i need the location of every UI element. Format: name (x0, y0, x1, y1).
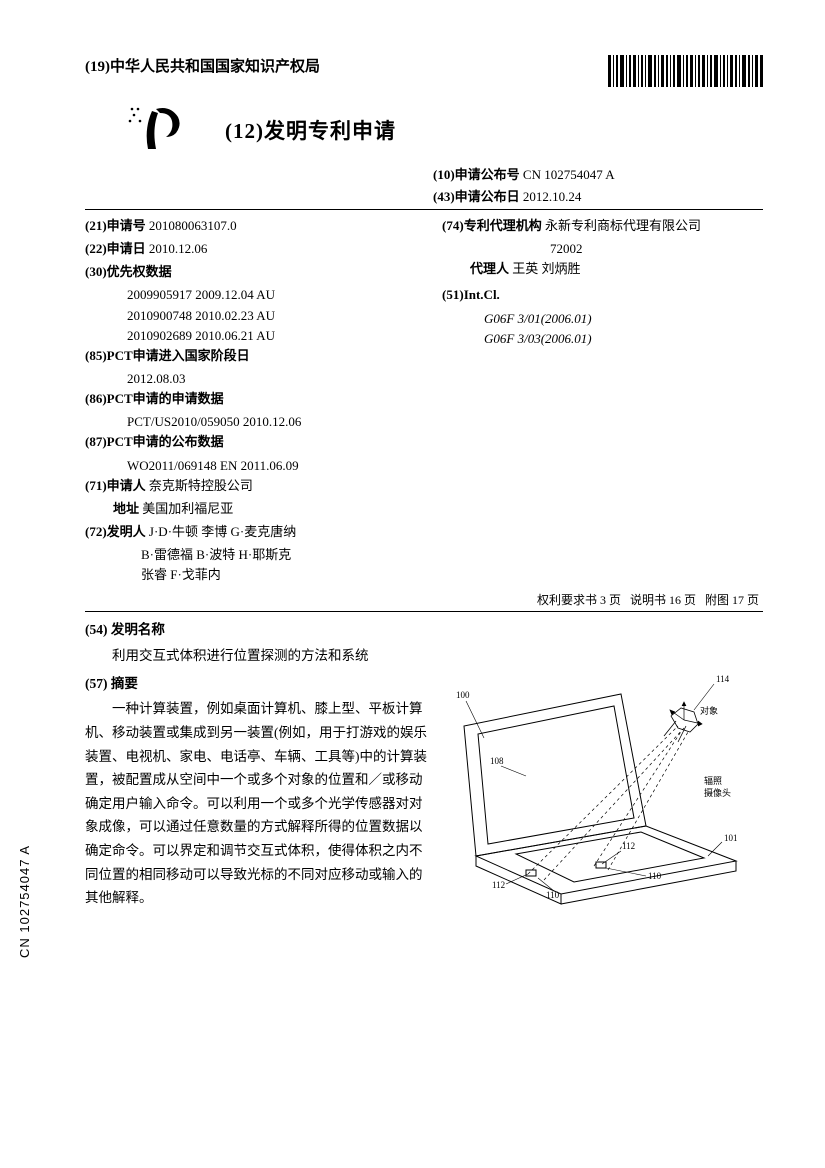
fig-ref-110a: 110 (648, 871, 662, 881)
agency-label: (74)专利代理机构 (442, 218, 542, 233)
invention-title-label: (54) 发明名称 (85, 618, 428, 642)
priority-2: 2010900748 2010.02.23 AU (85, 306, 422, 326)
cnipa-logo (120, 99, 190, 161)
pub-date: 2012.10.24 (523, 189, 582, 204)
fig-ref-100: 100 (456, 690, 470, 700)
pct-pub-label: (87)PCT申请的公布数据 (85, 434, 224, 449)
priority-3: 2010902689 2010.06.21 AU (85, 326, 422, 346)
biblio-left-column: (21)申请号 201080063107.0 (22)申请日 2010.12.0… (85, 216, 422, 585)
agent-label: 代理人 (470, 261, 509, 276)
divider-top (85, 209, 763, 210)
fig-ref-101: 101 (724, 833, 738, 843)
fig-pages: 附图 17 页 (705, 593, 759, 607)
abstract-text-column: (54) 发明名称 利用交互式体积进行位置探测的方法和系统 (57) 摘要 一种… (85, 618, 428, 910)
page-counts: 权利要求书 3 页 说明书 16 页 附图 17 页 (85, 591, 763, 608)
fig-ref-114: 114 (716, 674, 730, 684)
applicant: 奈克斯特控股公司 (149, 478, 253, 493)
biblio-right-column: (74)专利代理机构 永新专利商标代理有限公司 72002 代理人 王英 刘炳胜… (442, 216, 763, 585)
priority-1: 2009905917 2009.12.04 AU (85, 285, 422, 305)
pub-no-label: (10)申请公布号 (433, 167, 520, 182)
publication-info: (10)申请公布号 CN 102754047 A (43)申请公布日 2012.… (433, 165, 763, 206)
app-date-label: (22)申请日 (85, 241, 146, 256)
pct-app: PCT/US2010/059050 2010.12.06 (85, 412, 422, 432)
desc-pages: 说明书 16 页 (630, 593, 696, 607)
abstract-body: 一种计算装置，例如桌面计算机、膝上型、平板计算机、移动装置或集成到另一装置(例如… (85, 697, 428, 910)
app-no: 201080063107.0 (149, 218, 237, 233)
applicant-label: (71)申请人 (85, 478, 146, 493)
inventors-2: B·雷德福 B·波特 H·耶斯克 (85, 545, 422, 565)
barcode (608, 55, 763, 91)
intcl-1: G06F 3/01(2006.01) (442, 309, 763, 329)
fig-ref-radiate: 辐照 (704, 775, 722, 786)
fig-ref-108: 108 (490, 756, 504, 766)
title-row: (12)发明专利申请 (120, 99, 763, 161)
pct-app-label: (86)PCT申请的申请数据 (85, 391, 224, 406)
agency-code: 72002 (442, 239, 763, 259)
divider-mid (85, 611, 763, 612)
pct-pub: WO2011/069148 EN 2011.06.09 (85, 456, 422, 476)
addr-label: 地址 (113, 501, 139, 516)
fig-ref-110b: 110 (546, 890, 560, 900)
intcl-2: G06F 3/03(2006.01) (442, 329, 763, 349)
pct-entry: 2012.08.03 (85, 369, 422, 389)
fig-ref-112b: 112 (492, 880, 505, 890)
bibliographic-data: (21)申请号 201080063107.0 (22)申请日 2010.12.0… (85, 216, 763, 585)
inventors-3: 张睿 F·戈菲内 (85, 565, 422, 585)
fig-ref-112a: 112 (622, 841, 635, 851)
intcl-label: (51)Int.Cl. (442, 287, 500, 302)
fig-ref-camera: 摄像头 (704, 787, 731, 798)
app-no-label: (21)申请号 (85, 218, 146, 233)
invention-title: 利用交互式体积进行位置探测的方法和系统 (85, 644, 428, 668)
inventors-1: J·D·牛顿 李博 G·麦克唐纳 (149, 524, 296, 539)
agents: 王英 刘炳胜 (512, 261, 580, 276)
header-row: (19)中华人民共和国国家知识产权局 (85, 55, 763, 91)
abstract-label: (57) 摘要 (85, 672, 428, 696)
document-type: (12)发明专利申请 (225, 115, 396, 145)
vertical-publication-number: CN 102754047 A (17, 845, 32, 958)
agency: 永新专利商标代理有限公司 (545, 218, 701, 233)
abstract-figure: 100 108 114 对象 辐照 摄像头 101 112 110 112 11… (446, 618, 763, 910)
claims-pages: 权利要求书 3 页 (537, 593, 621, 607)
authority-name: (19)中华人民共和国国家知识产权局 (85, 55, 320, 76)
pct-entry-label: (85)PCT申请进入国家阶段日 (85, 348, 250, 363)
pub-no: CN 102754047 A (523, 167, 615, 182)
abstract-section: (54) 发明名称 利用交互式体积进行位置探测的方法和系统 (57) 摘要 一种… (85, 618, 763, 910)
fig-ref-obj: 对象 (700, 705, 718, 716)
app-date: 2010.12.06 (149, 241, 208, 256)
addr: 美国加利福尼亚 (142, 501, 233, 516)
pub-date-label: (43)申请公布日 (433, 189, 520, 204)
priority-label: (30)优先权数据 (85, 264, 172, 279)
inventor-label: (72)发明人 (85, 524, 146, 539)
